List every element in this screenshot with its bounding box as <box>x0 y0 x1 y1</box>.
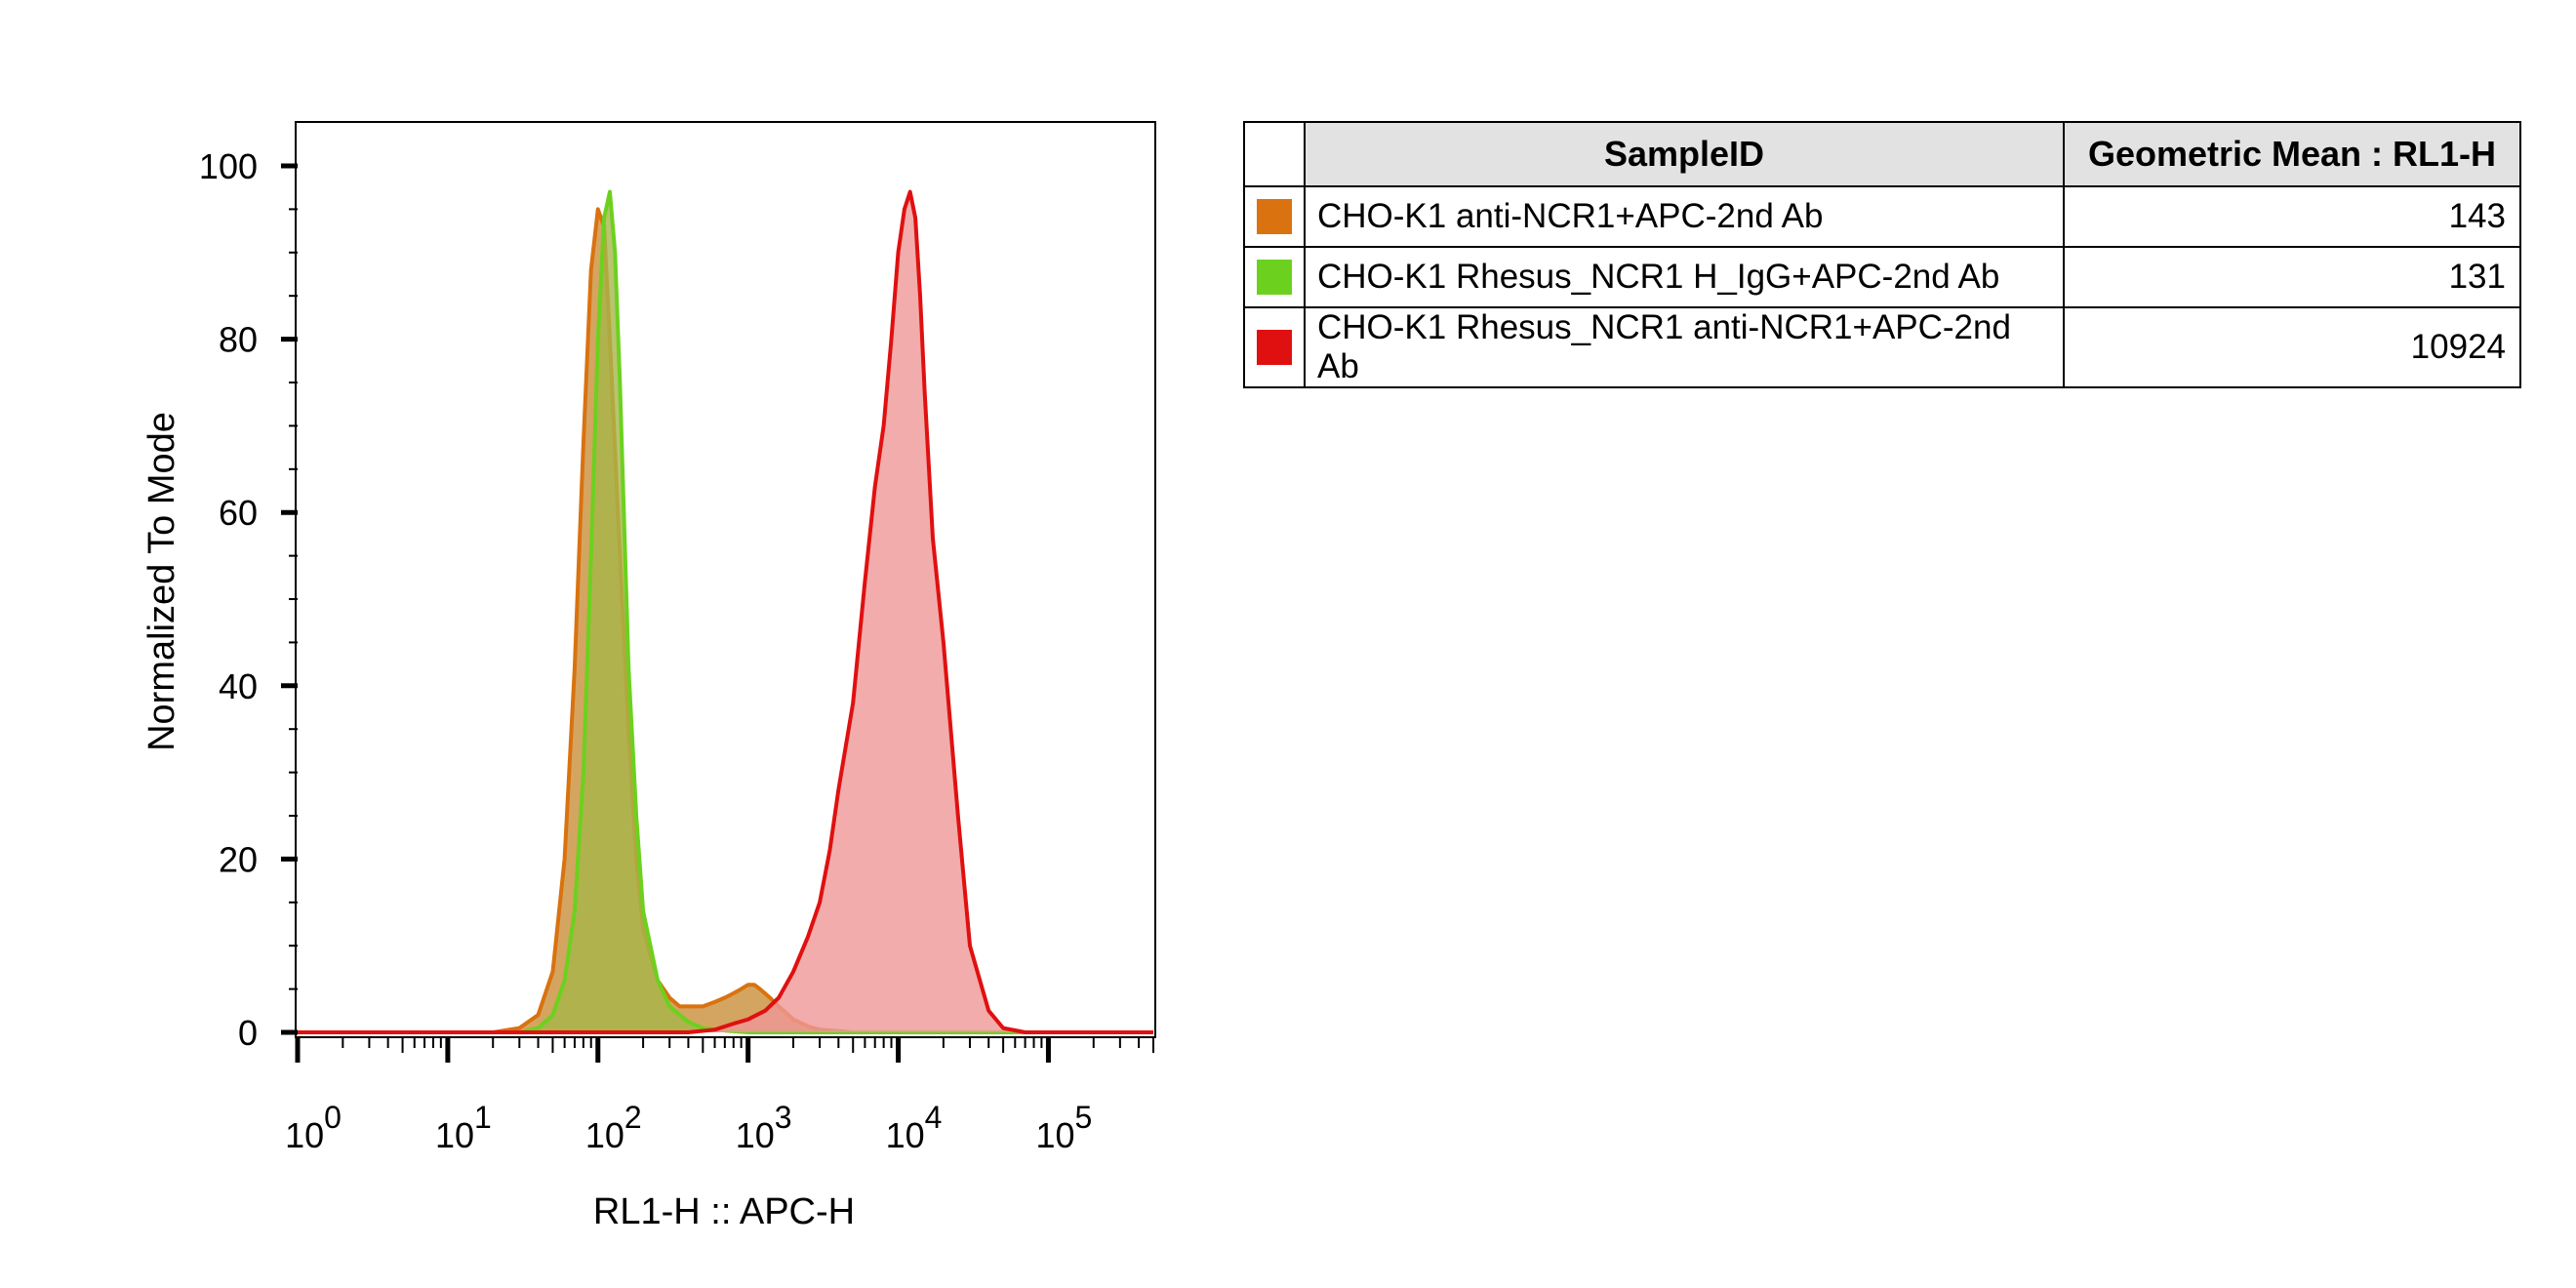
y-tick-label: 40 <box>219 666 258 706</box>
x-tick-label: 101 <box>435 1100 492 1155</box>
series-layer <box>298 189 1153 1034</box>
y-tick-label: 60 <box>219 493 258 533</box>
x-tick-label: 100 <box>285 1100 342 1155</box>
plot-frame <box>295 121 1156 1038</box>
swatch-header <box>1243 121 1306 187</box>
geometric-mean-cell: 131 <box>2063 246 2521 308</box>
legend-row: CHO-K1 Rhesus_NCR1 anti-NCR1+APC-2nd Ab … <box>1243 306 2521 388</box>
x-tick-label: 103 <box>736 1100 792 1155</box>
x-tick-label: 102 <box>585 1100 642 1155</box>
geometric-mean-cell: 10924 <box>2063 306 2521 388</box>
x-tick-label: 104 <box>886 1100 943 1155</box>
series-line-1 <box>298 189 1153 1034</box>
color-swatch <box>1257 260 1292 295</box>
x-axis-label: RL1-H :: APC-H <box>593 1191 855 1232</box>
sample-id-cell: CHO-K1 Rhesus_NCR1 H_IgG+APC-2nd Ab <box>1304 246 2065 308</box>
x-tick-label: 105 <box>1036 1100 1093 1155</box>
swatch-cell <box>1243 246 1306 308</box>
color-swatch <box>1257 199 1292 234</box>
y-axis-label: Normalized To Mode <box>141 412 182 751</box>
sample-id-header: SampleID <box>1304 121 2065 187</box>
sample-id-cell: CHO-K1 anti-NCR1+APC-2nd Ab <box>1304 185 2065 248</box>
series-area-2 <box>298 191 1153 1033</box>
legend-header-row: SampleID Geometric Mean : RL1-H <box>1243 121 2521 187</box>
y-axis: 0 20 40 60 80 100 <box>199 146 298 1053</box>
y-tick-label: 100 <box>199 146 258 186</box>
y-tick-label: 80 <box>219 320 258 360</box>
color-swatch <box>1257 330 1292 365</box>
series-line-0 <box>298 207 1153 1034</box>
y-tick-label: 20 <box>219 839 258 879</box>
sample-legend-table: SampleID Geometric Mean : RL1-H CHO-K1 a… <box>1243 121 2521 388</box>
series-area-1 <box>298 191 1153 1033</box>
legend-row: CHO-K1 Rhesus_NCR1 H_IgG+APC-2nd Ab 131 <box>1243 246 2521 308</box>
swatch-cell <box>1243 185 1306 248</box>
legend-row: CHO-K1 anti-NCR1+APC-2nd Ab 143 <box>1243 185 2521 248</box>
series-line-2 <box>298 189 1153 1034</box>
geometric-mean-cell: 143 <box>2063 185 2521 248</box>
y-tick-label: 0 <box>238 1013 258 1053</box>
swatch-cell <box>1243 306 1306 388</box>
sample-id-cell: CHO-K1 Rhesus_NCR1 anti-NCR1+APC-2nd Ab <box>1304 306 2065 388</box>
histogram-chart: 0 20 40 60 80 100 100 101 102 103 104 105 Normaliz… <box>141 121 1156 1232</box>
series-area-0 <box>298 209 1153 1032</box>
x-axis: 100 101 102 103 104 105 <box>285 1037 1154 1155</box>
geometric-mean-header: Geometric Mean : RL1-H <box>2063 121 2521 187</box>
